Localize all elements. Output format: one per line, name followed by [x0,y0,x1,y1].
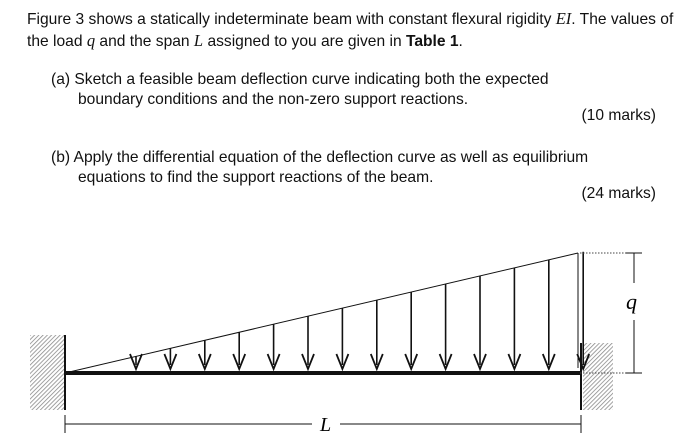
part-a-label: (a) [51,71,71,88]
load-arrow [369,300,384,372]
left-wall-support [30,335,64,410]
load-arrow [335,308,350,372]
part-b-line-1: Apply the differential equation of the d… [73,149,589,166]
intro-text-1: Figure 3 shows a statically indeterminat… [27,11,556,28]
question-part-a: (a) Sketch a feasible beam deflection cu… [51,70,651,110]
intro-text-5: . [458,33,463,50]
distributed-load-arrows [129,251,591,372]
question-part-b: (b) Apply the differential equation of t… [51,148,671,188]
load-envelope [64,252,579,374]
part-b-label: (b) [51,149,71,166]
load-arrow [541,259,556,372]
load-intensity-label: q [626,289,637,314]
intro-l-symbol: L [193,31,204,50]
load-arrow [507,267,522,372]
part-b-marks: (24 marks) [581,185,656,202]
load-arrow [266,324,281,372]
load-arrow [129,353,143,372]
span-length-label: L [319,414,331,436]
load-arrow [576,251,591,372]
part-a-line-2: boundary conditions and the non-zero sup… [78,91,469,108]
intro-text-4: assigned to you are given in [203,33,406,50]
load-arrow [473,275,487,372]
load-arrow [301,316,315,372]
part-a-marks: (10 marks) [581,107,656,124]
load-arrow [438,283,453,372]
part-b-line-2: equations to find the support reactions … [78,169,434,186]
intro-text-2: . The values of the load [27,11,674,50]
intro-ei-symbol: EI [555,9,572,28]
right-wall-support [583,343,613,410]
intro-paragraph: Figure 3 shows a statically indeterminat… [27,8,677,52]
load-arrow [232,332,247,372]
intro-table-ref: Table 1 [405,33,459,50]
intro-q-symbol: q [86,31,96,50]
load-arrow [404,292,419,372]
load-arrow [163,348,178,372]
part-a-line-1: Sketch a feasible beam deflection curve … [74,71,549,88]
intro-text-3: and the span [95,33,194,50]
load-arrow [197,340,212,372]
